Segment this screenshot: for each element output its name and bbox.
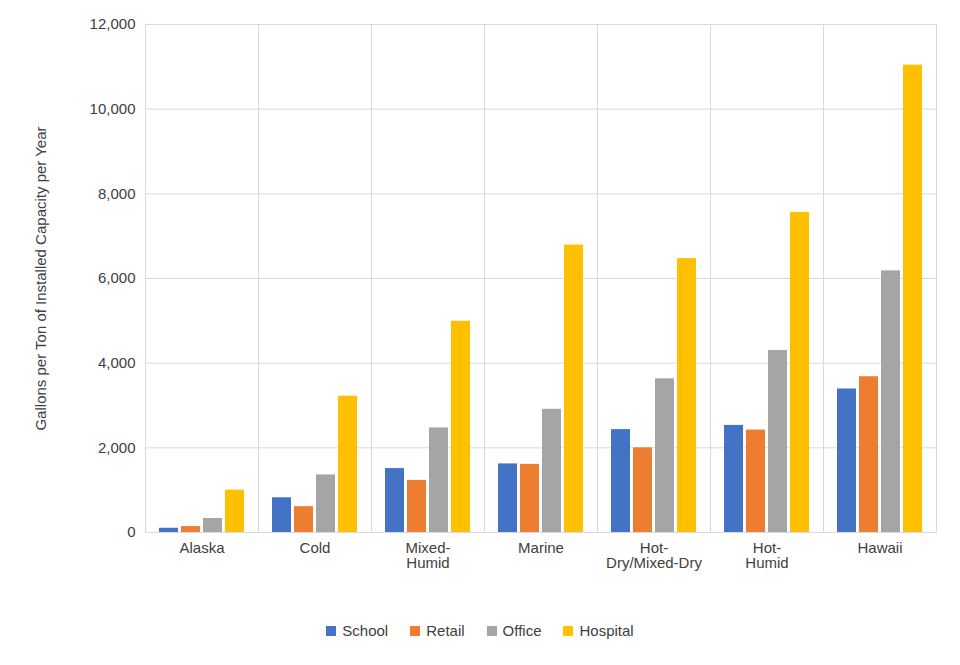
svg-text:Hawaii: Hawaii xyxy=(857,539,902,556)
html-text:Office: Office xyxy=(502,622,542,639)
svg-text:Cold: Cold xyxy=(300,539,331,556)
svg-text:8,000: 8,000 xyxy=(98,185,136,202)
svg-text:4,000: 4,000 xyxy=(98,354,136,371)
svg-text:2,000: 2,000 xyxy=(98,439,136,456)
svg-text:Alaska: Alaska xyxy=(179,539,225,556)
svg-text:Marine: Marine xyxy=(518,539,564,556)
svg-text:12,000: 12,000 xyxy=(90,15,136,32)
svg-text:10,000: 10,000 xyxy=(90,100,136,117)
svg-text:Gallons per Ton of Installed C: Gallons per Ton of Installed Capacity pe… xyxy=(32,126,49,430)
svg-text:6,000: 6,000 xyxy=(98,269,136,286)
html-text:Hospital: Hospital xyxy=(579,622,634,639)
svg-text:0: 0 xyxy=(127,523,135,540)
svg-text:Hot-Humid: Hot-Humid xyxy=(745,539,788,571)
html-text:School: School xyxy=(342,622,389,639)
svg-text:Hot-Dry/Mixed-Dry: Hot-Dry/Mixed-Dry xyxy=(606,539,702,571)
svg-text:Mixed-Humid: Mixed-Humid xyxy=(405,539,450,571)
html-text:Retail: Retail xyxy=(426,622,465,639)
